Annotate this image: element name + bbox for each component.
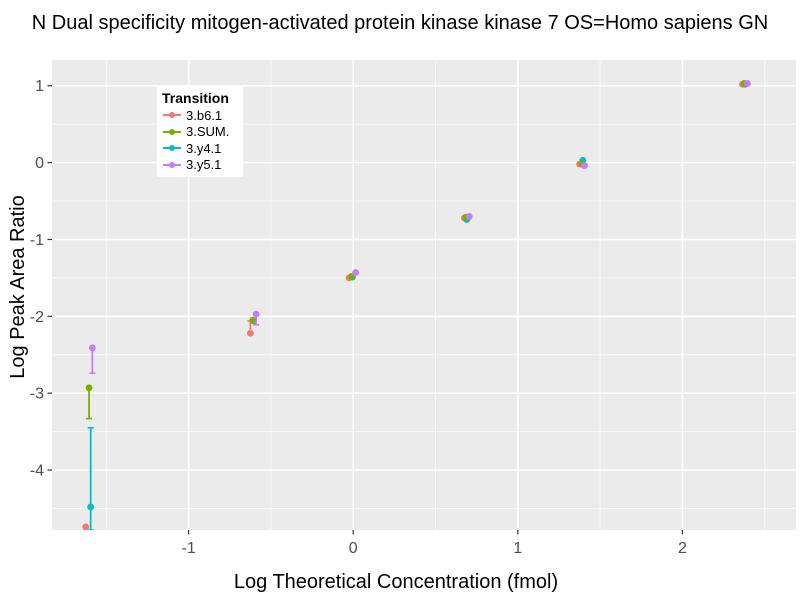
chart-title-text: N Dual specificity mitogen-activated pro… bbox=[31, 12, 769, 34]
y-tick-label: 0 bbox=[35, 155, 44, 172]
legend: Transition 3.b6.1 3.SUM. 3.y4.1 3.y5.1 bbox=[157, 86, 243, 177]
data-point bbox=[581, 162, 588, 170]
data-point bbox=[88, 344, 96, 352]
x-tick-labels: -1 0 1 2 bbox=[182, 540, 687, 557]
data-point bbox=[87, 503, 95, 511]
legend-item-label: 3.b6.1 bbox=[186, 107, 223, 123]
axis-tick-marks bbox=[47, 85, 684, 535]
data-point bbox=[249, 316, 257, 324]
legend-item-label: 3.y5.1 bbox=[186, 157, 222, 173]
legend-key-icon bbox=[163, 128, 181, 135]
x-tick-label: 0 bbox=[349, 540, 358, 557]
chart-title: N Dual specificity mitogen-activated pro… bbox=[0, 9, 800, 37]
x-tick-label: 1 bbox=[513, 540, 522, 557]
legend-item-label: 3.SUM. bbox=[186, 124, 230, 140]
major-gridlines bbox=[52, 60, 796, 530]
minor-gridlines bbox=[52, 60, 796, 530]
y-axis-title: Log Peak Area Ratio bbox=[7, 195, 29, 379]
series-3.y5.1 bbox=[88, 80, 751, 375]
y-tick-label: -4 bbox=[30, 463, 44, 480]
data-point bbox=[744, 80, 751, 87]
legend-title: Transition bbox=[162, 90, 229, 106]
y-tick-labels: 1 0 -1 -2 -3 -4 bbox=[30, 78, 44, 479]
legend-item: 3.y4.1 bbox=[162, 140, 236, 157]
x-tick-label: -1 bbox=[182, 540, 196, 557]
data-point bbox=[465, 213, 473, 220]
legend-item-label: 3.y4.1 bbox=[186, 140, 222, 156]
x-tick-label: 2 bbox=[678, 540, 687, 557]
legend-key-icon bbox=[163, 112, 181, 119]
legend-key-icon bbox=[163, 161, 181, 168]
legend-key-icon bbox=[163, 145, 181, 152]
y-tick-label: -3 bbox=[30, 386, 44, 403]
legend-items: 3.b6.1 3.SUM. 3.y4.1 3.y5.1 bbox=[162, 107, 236, 173]
y-tick-label: -2 bbox=[30, 309, 44, 326]
data-point bbox=[82, 523, 90, 530]
legend-item: 3.y5.1 bbox=[162, 157, 236, 174]
data-point bbox=[246, 329, 254, 337]
legend-item: 3.SUM. bbox=[162, 124, 236, 141]
legend-item: 3.b6.1 bbox=[162, 107, 236, 124]
x-axis-title: Log Theoretical Concentration (fmol) bbox=[233, 571, 559, 593]
y-tick-label: 1 bbox=[35, 78, 44, 95]
data-point bbox=[85, 384, 93, 392]
y-tick-label: -1 bbox=[30, 232, 44, 249]
data-point bbox=[352, 269, 360, 276]
data-point bbox=[252, 310, 260, 318]
